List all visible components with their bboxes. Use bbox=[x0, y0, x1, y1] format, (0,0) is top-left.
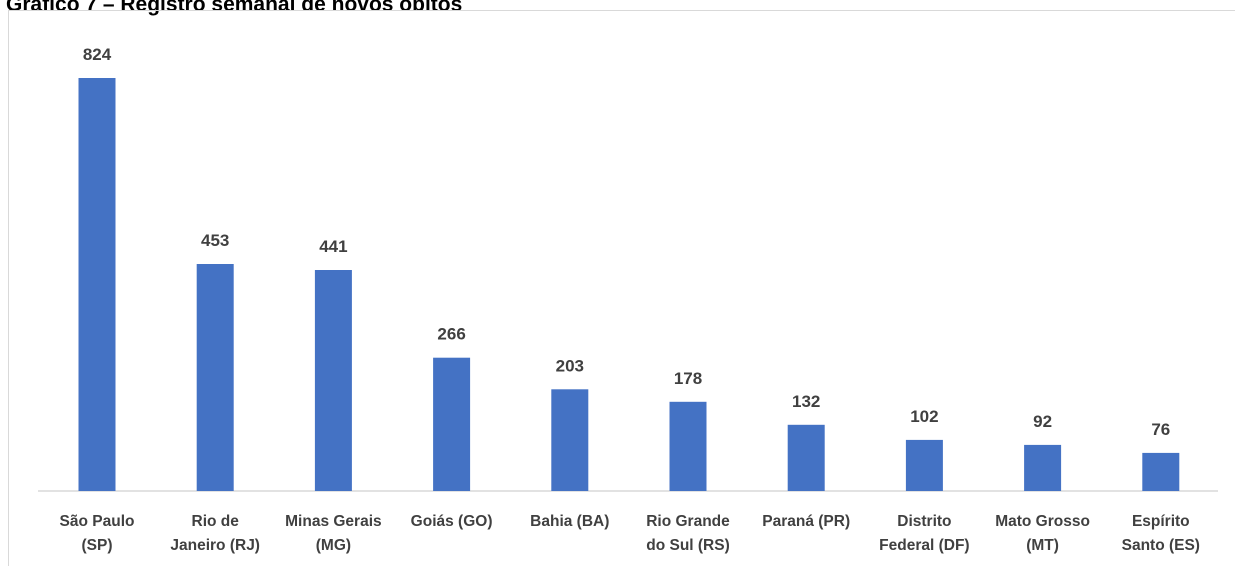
category-label-line: do Sul (RS) bbox=[646, 537, 730, 554]
category-label-line: Distrito bbox=[897, 513, 951, 530]
category-label-line: Mato Grosso bbox=[995, 513, 1090, 530]
bar bbox=[314, 270, 352, 491]
category-label-line: Santo (ES) bbox=[1122, 537, 1200, 554]
category-label-line: Minas Gerais bbox=[285, 513, 382, 530]
category-label-line: Espírito bbox=[1132, 513, 1190, 530]
bar bbox=[787, 424, 825, 491]
data-label: 453 bbox=[201, 231, 229, 250]
bar bbox=[669, 401, 707, 491]
data-label: 102 bbox=[910, 407, 938, 426]
category-label-line: Paraná (PR) bbox=[762, 513, 850, 530]
category-label: Rio Grande do Sul (RS) bbox=[646, 513, 730, 554]
bar bbox=[1024, 444, 1062, 491]
category-label: São Paulo (SP) bbox=[60, 513, 135, 554]
category-label: Distrito Federal (DF) bbox=[879, 513, 969, 554]
chart-title: Gráfico 7 – Registro semanal de novos ób… bbox=[6, 0, 463, 16]
category-label-line: Janeiro (RJ) bbox=[170, 537, 260, 554]
category-label: Espírito Santo (ES) bbox=[1122, 513, 1200, 554]
data-label: 92 bbox=[1033, 412, 1052, 431]
category-label-line: Rio de bbox=[192, 513, 240, 530]
bar bbox=[551, 389, 589, 491]
category-label-line: (MT) bbox=[1026, 537, 1059, 554]
data-label: 441 bbox=[319, 237, 347, 256]
category-label-line: (SP) bbox=[82, 537, 113, 554]
category-label: Rio de Janeiro (RJ) bbox=[170, 513, 260, 554]
category-label: Minas Gerais (MG) bbox=[285, 513, 382, 554]
category-label-line: Rio Grande bbox=[646, 513, 730, 530]
category-label: Bahia (BA) bbox=[530, 513, 609, 530]
category-label-line: Goiás (GO) bbox=[411, 513, 493, 530]
category-label: Mato Grosso (MT) bbox=[995, 513, 1090, 554]
bar bbox=[433, 357, 471, 491]
bar bbox=[1142, 452, 1180, 491]
data-label: 824 bbox=[83, 45, 112, 64]
category-label: Goiás (GO) bbox=[411, 513, 493, 530]
category-label-line: Federal (DF) bbox=[879, 537, 969, 554]
data-label: 178 bbox=[674, 369, 702, 388]
data-label: 203 bbox=[556, 356, 584, 375]
data-label: 266 bbox=[437, 325, 465, 344]
bar bbox=[905, 439, 943, 491]
chart-frame bbox=[8, 10, 1235, 566]
bar bbox=[78, 78, 116, 491]
bar bbox=[196, 264, 234, 491]
category-label-line: Bahia (BA) bbox=[530, 513, 609, 530]
category-label: Paraná (PR) bbox=[762, 513, 850, 530]
data-label: 132 bbox=[792, 392, 820, 411]
category-label-line: (MG) bbox=[316, 537, 351, 554]
data-label: 76 bbox=[1151, 420, 1170, 439]
category-label-line: São Paulo bbox=[60, 513, 135, 530]
